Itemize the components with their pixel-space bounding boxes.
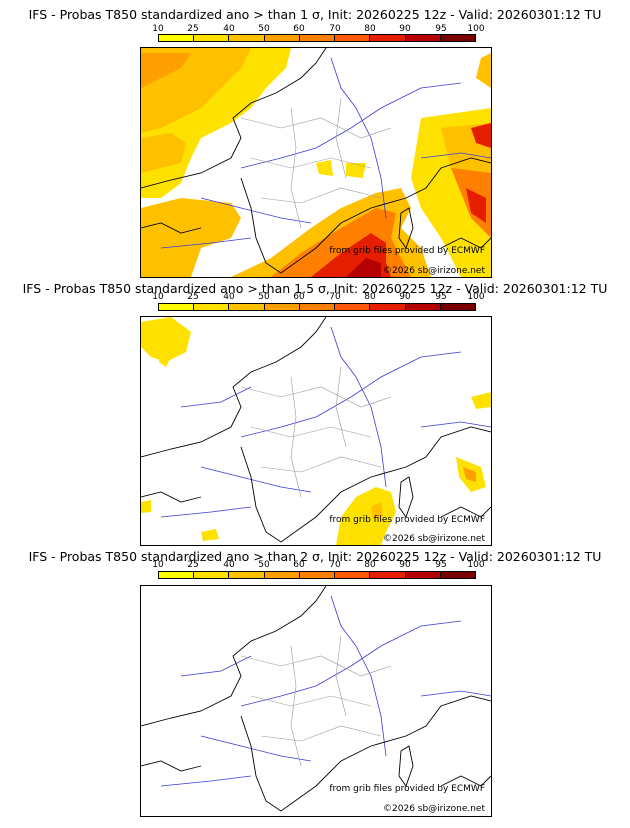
panel-1-map: from grib files provided by ECMWF ©2026 … [140, 47, 492, 278]
colorbar-swatch [194, 572, 230, 578]
colorbar-tick: 25 [187, 24, 199, 34]
colorbar-tick: 50 [258, 560, 270, 570]
colorbar-tick: 95 [435, 560, 447, 570]
rivers [160, 326, 491, 518]
panel-1-source-credit: from grib files provided by ECMWF [329, 246, 485, 256]
colorbar-tick: 25 [187, 560, 199, 570]
colorbar-swatch [194, 304, 230, 310]
colorbar-swatch [405, 304, 441, 310]
panel-3-copyright: ©2026 sb@irizone.net [383, 804, 485, 814]
colorbar-tick: 80 [364, 292, 376, 302]
colorbar-swatch [159, 572, 195, 578]
colorbar-swatch [229, 35, 265, 41]
region-borders [240, 635, 392, 767]
colorbar-swatch [405, 572, 441, 578]
colorbar-tick: 100 [467, 24, 485, 34]
colorbar-swatch [299, 304, 336, 310]
colorbar-swatch [299, 35, 336, 41]
panel-2-colorbar-labels: 10 25 40 50 60 70 80 90 95 100 [152, 292, 484, 302]
colorbar-tick: 95 [435, 24, 447, 34]
colorbar-swatch [264, 35, 300, 41]
panel-2-map: from grib files provided by ECMWF ©2026 … [140, 316, 492, 546]
colorbar-swatch [335, 35, 371, 41]
colorbar-swatch [229, 572, 265, 578]
colorbar-swatch [194, 35, 230, 41]
colorbar-tick: 80 [364, 560, 376, 570]
coastlines [141, 317, 491, 543]
panel-2-colorbar [158, 303, 476, 311]
colorbar-tick: 80 [364, 24, 376, 34]
rivers [160, 57, 491, 249]
colorbar-swatch [440, 35, 475, 41]
colorbar-tick: 40 [223, 24, 235, 34]
colorbar-tick: 10 [152, 24, 164, 34]
colorbar-tick: 10 [152, 560, 164, 570]
panel-3-map: from grib files provided by ECMWF ©2026 … [140, 585, 492, 817]
panel-1-colorbar [158, 34, 476, 42]
colorbar-tick: 25 [187, 292, 199, 302]
panel-3-title: IFS - Probas T850 standardized ano > tha… [28, 549, 602, 564]
rivers [160, 595, 491, 787]
panel-3-colorbar [158, 571, 476, 579]
panel-1-title: IFS - Probas T850 standardized ano > tha… [28, 7, 602, 22]
colorbar-tick: 100 [467, 560, 485, 570]
colorbar-swatch [299, 572, 336, 578]
colorbar-tick: 70 [329, 292, 341, 302]
colorbar-swatch [335, 572, 371, 578]
colorbar-swatch [159, 35, 195, 41]
colorbar-tick: 70 [329, 560, 341, 570]
panel-3-source-credit: from grib files provided by ECMWF [329, 784, 485, 794]
colorbar-swatch [159, 304, 195, 310]
region-borders [240, 97, 392, 229]
panel-1-copyright: ©2026 sb@irizone.net [383, 266, 485, 276]
colorbar-tick: 10 [152, 292, 164, 302]
colorbar-tick: 90 [399, 560, 411, 570]
colorbar-tick: 60 [293, 24, 305, 34]
colorbar-tick: 40 [223, 560, 235, 570]
coastlines [141, 586, 491, 812]
colorbar-swatch [370, 572, 406, 578]
colorbar-swatch [440, 572, 475, 578]
coastlines [141, 48, 491, 274]
colorbar-swatch [405, 35, 441, 41]
panel-3-colorbar-labels: 10 25 40 50 60 70 80 90 95 100 [152, 560, 484, 570]
colorbar-tick: 50 [258, 292, 270, 302]
colorbar-swatch [440, 304, 475, 310]
colorbar-tick: 100 [467, 292, 485, 302]
colorbar-swatch [229, 304, 265, 310]
colorbar-swatch [264, 304, 300, 310]
colorbar-swatch [335, 304, 371, 310]
colorbar-tick: 95 [435, 292, 447, 302]
probability-fill [141, 317, 491, 545]
colorbar-tick: 60 [293, 292, 305, 302]
panel-2-copyright: ©2026 sb@irizone.net [383, 534, 485, 544]
colorbar-tick: 90 [399, 24, 411, 34]
region-borders [240, 366, 392, 498]
colorbar-tick: 50 [258, 24, 270, 34]
colorbar-swatch [370, 35, 406, 41]
colorbar-swatch [264, 572, 300, 578]
colorbar-tick: 60 [293, 560, 305, 570]
panel-2-source-credit: from grib files provided by ECMWF [329, 515, 485, 525]
panel-2-title: IFS - Probas T850 standardized ano > tha… [22, 281, 608, 296]
colorbar-tick: 40 [223, 292, 235, 302]
panel-1-colorbar-labels: 10 25 40 50 60 70 80 90 95 100 [152, 24, 484, 34]
colorbar-swatch [370, 304, 406, 310]
probability-fill [141, 48, 491, 277]
colorbar-tick: 70 [329, 24, 341, 34]
colorbar-tick: 90 [399, 292, 411, 302]
